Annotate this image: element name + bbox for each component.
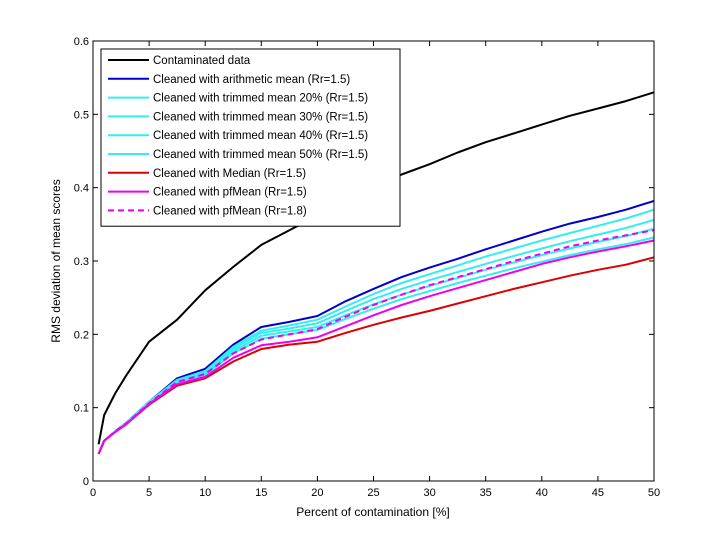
series-line-1 [97,199,655,455]
legend-label: Contaminated data [153,55,251,67]
legend-label: Cleaned with trimmed mean 50% (Rr=1.5) [153,149,368,161]
series-layer [97,91,655,455]
legend-label: Cleaned with trimmed mean 20% (Rr=1.5) [153,93,368,105]
x-tick-label: 25 [367,487,379,499]
legend-box [100,48,401,227]
y-tick-label: 0.4 [74,183,89,195]
series-line-5 [97,236,655,455]
series-line-7 [97,239,655,455]
series-line-4 [97,227,655,455]
y-tick-label: 0.5 [74,109,89,121]
legend-label: Cleaned with trimmed mean 40% (Rr=1.5) [153,130,368,142]
legend-label: Cleaned with pfMean (Rr=1.5) [153,187,307,199]
legend-label: Cleaned with pfMean (Rr=1.8) [153,205,307,217]
x-tick-label: 45 [592,487,604,499]
legend-label: Cleaned with Median (Rr=1.5) [153,168,306,180]
y-axis-label: RMS deviation of mean scores [49,179,63,342]
x-tick-label: 40 [536,487,548,499]
y-tick-label: 0.2 [74,329,89,341]
x-tick-label: 5 [146,487,152,499]
x-tick-label: 10 [199,487,211,499]
y-tick-label: 0.3 [74,256,89,268]
x-tick-label: 15 [255,487,267,499]
axes-layer: 0 5 10 15 20 25 30 35 40 45 50 0 0.1 0.2 0.3 0.4 0.5 0.6 [74,36,660,499]
x-tick-label: 35 [480,487,492,499]
x-tick-label: 0 [90,487,96,499]
x-tick-label: 30 [423,487,435,499]
y-tick-label: 0.6 [74,36,89,48]
legend-label: Cleaned with trimmed mean 30% (Rr=1.5) [153,111,368,123]
x-tick-label: 50 [648,487,660,499]
x-axis-label: Percent of contamination [%] [296,505,449,519]
legend-label: Cleaned with arithmetic mean (Rr=1.5) [153,74,350,86]
series-line-2 [97,208,655,455]
x-tick-label: 20 [311,487,323,499]
y-tick-label: 0 [83,476,89,488]
series-line-8 [97,229,655,455]
y-tick-label: 0.1 [74,403,89,415]
legend: Contaminated data Cleaned with arithmetic… [100,48,401,227]
